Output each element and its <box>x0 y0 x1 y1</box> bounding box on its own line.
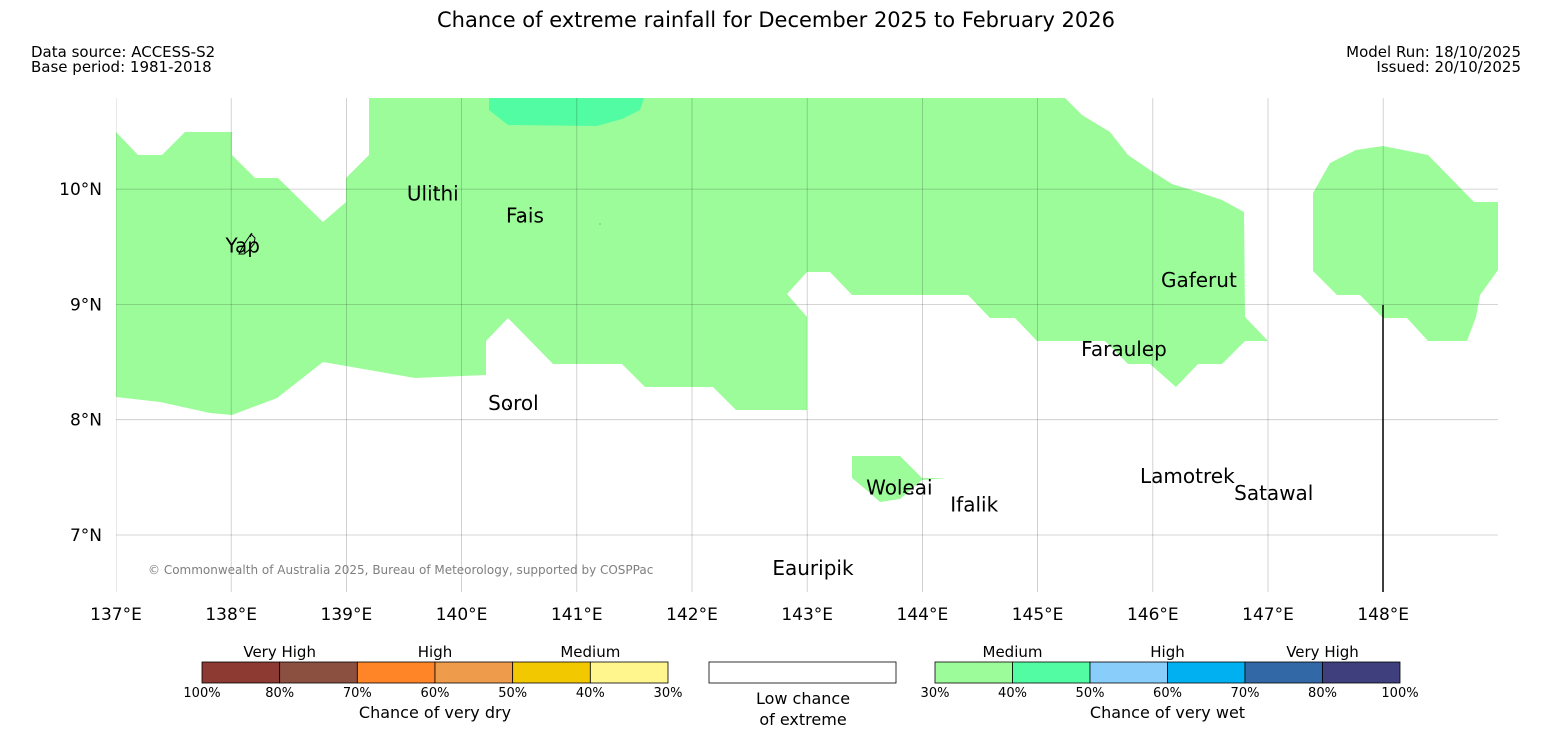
low-chance-legend: Low chance of extreme <box>708 661 897 729</box>
lon-tick-label: 141°E <box>551 605 603 625</box>
wet-color-swatch <box>1167 661 1246 684</box>
place-labels: Yap Ulithi Fais Sorol Gaferut Faraulep Woleai I… <box>225 181 1314 580</box>
medium-wet-region <box>116 98 1268 415</box>
model-run: Model Run: 18/10/2025 <box>1346 43 1521 61</box>
ifalik-island <box>911 491 913 493</box>
fais-island <box>519 214 525 219</box>
dry-tick-label: 40% <box>576 686 605 701</box>
dry-color-swatch <box>512 661 591 684</box>
wet-tick-label: 100% <box>1381 686 1418 701</box>
gridlines <box>116 98 1498 592</box>
run-info: Model Run: 18/10/2025 Issued: 20/10/2025 <box>1346 45 1521 75</box>
lon-tick-label: 147°E <box>1242 605 1294 625</box>
lon-tick-label: 140°E <box>436 605 488 625</box>
woleai-ifalik-island <box>903 491 905 493</box>
wet-colorbar: Medium High Very High 30% 40% 50% 60% 70% 80% 100… <box>921 643 1419 722</box>
ulithi-island <box>436 187 438 189</box>
wet-color-swatch <box>934 661 1013 684</box>
dry-tick-label: 80% <box>265 686 294 701</box>
legend: Very High High Medium 100% 80% 70% 60% 50% 40% 30… <box>183 643 1418 729</box>
place-label-sorol: Sorol <box>488 391 539 415</box>
place-label-lamotrek: Lamotrek <box>1140 464 1235 488</box>
medium-wet-region-woleai <box>852 456 946 502</box>
place-label-ifalik: Ifalik <box>950 493 998 517</box>
dry-group-label: Very High <box>243 643 316 661</box>
wet-tick-label: 50% <box>1076 686 1105 701</box>
wet-color-swatch <box>1244 661 1323 684</box>
lon-tick-label: 144°E <box>897 605 949 625</box>
lat-tick-label: 7°N <box>70 526 102 546</box>
issued-date: Issued: 20/10/2025 <box>1376 58 1521 76</box>
wet-color-swatch <box>1322 661 1401 684</box>
place-label-faraulep: Faraulep <box>1081 337 1167 361</box>
place-label-yap: Yap <box>225 233 260 257</box>
dry-color-swatch <box>279 661 358 684</box>
lon-tick-label: 138°E <box>205 605 257 625</box>
data-source: Data source: ACCESS-S2 <box>31 43 216 61</box>
wet-group-label: Very High <box>1286 643 1359 661</box>
dry-colorbar: Very High High Medium 100% 80% 70% 60% 50% 40% 30… <box>183 643 682 722</box>
lon-tick-label: 139°E <box>321 605 373 625</box>
dry-color-swatch <box>201 661 281 684</box>
dry-color-swatch <box>434 661 514 684</box>
medium-wet-region-east <box>1313 146 1498 341</box>
dry-tick-label: 100% <box>183 686 220 701</box>
lon-tick-label: 146°E <box>1127 605 1179 625</box>
lon-tick-label: 137°E <box>90 605 142 625</box>
dry-color-swatch <box>589 661 669 684</box>
dry-tick-label: 50% <box>498 686 527 701</box>
wet-tick-label: 40% <box>998 686 1027 701</box>
wet-group-label: High <box>1150 643 1184 661</box>
dry-tick-label: 60% <box>421 686 450 701</box>
dry-tick-label: 30% <box>654 686 683 701</box>
lon-tick-label: 145°E <box>1012 605 1064 625</box>
lat-tick-label: 9°N <box>70 295 102 315</box>
place-label-fais: Fais <box>506 203 544 227</box>
wet-tick-label: 70% <box>1231 686 1260 701</box>
map-plot-area <box>116 98 1498 592</box>
low-chance-label-line2: of extreme <box>759 710 846 729</box>
copyright-notice: © Commonwealth of Australia 2025, Bureau… <box>148 563 653 577</box>
wet-color-swatch <box>1012 661 1091 684</box>
wet-tick-label: 80% <box>1308 686 1337 701</box>
base-period: Base period: 1981-2018 <box>31 58 212 76</box>
low-chance-swatch <box>708 661 897 684</box>
axis-labels: 137°E 138°E 139°E 140°E 141°E 142°E 143°E 144°E… <box>59 180 1409 625</box>
dry-caption: Chance of very dry <box>359 703 511 722</box>
dry-group-label: Medium <box>560 643 620 661</box>
place-label-eauripik: Eauripik <box>772 556 854 580</box>
place-label-satawal: Satawal <box>1234 481 1313 505</box>
lon-tick-label: 142°E <box>666 605 718 625</box>
lat-tick-label: 10°N <box>59 180 102 200</box>
wet-color-swatch <box>1089 661 1168 684</box>
lon-tick-label: 143°E <box>781 605 833 625</box>
yap-island-outline <box>238 232 256 255</box>
map-title: Chance of extreme rainfall for December … <box>437 8 1115 32</box>
dry-group-label: High <box>418 643 452 661</box>
place-label-gaferut: Gaferut <box>1161 268 1237 292</box>
fais-islet <box>598 222 602 226</box>
lat-tick-label: 8°N <box>70 411 102 431</box>
lon-tick-label: 148°E <box>1357 605 1409 625</box>
dry-tick-label: 70% <box>343 686 372 701</box>
sorol-island <box>507 404 512 410</box>
wet-tick-label: 30% <box>921 686 950 701</box>
wet-caption: Chance of very wet <box>1090 703 1245 722</box>
satawal-island <box>1271 493 1273 495</box>
high-wet-region <box>489 98 644 126</box>
place-label-ulithi: Ulithi <box>407 181 459 205</box>
dry-color-swatch <box>356 661 436 684</box>
low-chance-label-line1: Low chance <box>756 689 850 708</box>
wet-group-label: Medium <box>983 643 1043 661</box>
place-label-woleai: Woleai <box>866 475 933 499</box>
data-info: Data source: ACCESS-S2 Base period: 1981… <box>31 45 215 75</box>
wet-tick-label: 60% <box>1153 686 1182 701</box>
